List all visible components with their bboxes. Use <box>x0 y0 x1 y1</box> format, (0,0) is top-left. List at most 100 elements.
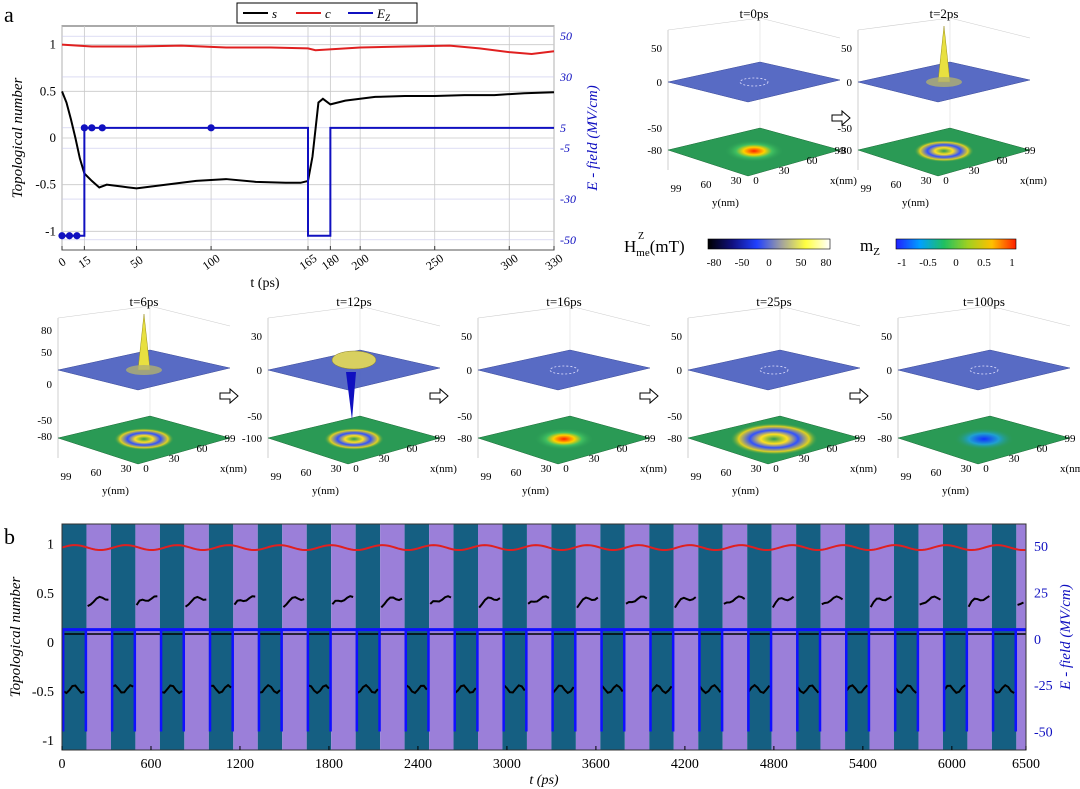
series-s-high-2 <box>184 595 207 608</box>
frame-h-peak <box>937 25 951 83</box>
band-21 <box>575 524 601 750</box>
band-3 <box>135 524 160 750</box>
frame-upper-plane <box>667 61 841 103</box>
band-37 <box>967 524 992 750</box>
frame-h-base <box>926 77 962 87</box>
series-s-low-4 <box>259 683 281 695</box>
frame-y-tick-2: 30 <box>921 175 933 187</box>
frame-y-tick-2: 30 <box>541 463 553 475</box>
b-x-tick-label-10: 6000 <box>938 757 966 772</box>
frame-y-tick-0: 99 <box>901 471 913 483</box>
b-x-tick-label-2: 1200 <box>226 757 254 772</box>
frame-z-tick-3: -80 <box>877 433 892 445</box>
x-tick-label-0: 0 <box>56 255 69 270</box>
x-tick-label-7: 250 <box>423 251 446 273</box>
series-s-high-14 <box>771 595 795 608</box>
y-tick-label-3: -0.5 <box>35 177 56 192</box>
frame-y-tick-2: 30 <box>331 463 343 475</box>
frame-y-tick-0: 99 <box>691 471 703 483</box>
panel-b-xlabel: t (ps) <box>529 773 559 788</box>
frame-z-tick-3: -80 <box>667 433 682 445</box>
colorbar-h-bar <box>707 238 831 250</box>
frame-z-tick-3: -100 <box>242 433 263 445</box>
frame-y-tick-2: 30 <box>961 463 973 475</box>
panel-a-plot: 0 15 50 100 165 180 200 250 300 330 1 0.5 0 -0.5 -1 5… <box>10 25 601 291</box>
frame-box-top <box>897 305 1071 327</box>
y-tick-label-4: -1 <box>45 223 56 238</box>
b-x-tick-label-3: 1800 <box>315 757 343 772</box>
frame-title: t=100ps <box>963 294 1005 309</box>
frame-x-tick-0: 0 <box>773 463 779 475</box>
y-tick-label-0: 1 <box>50 37 57 52</box>
colorbar-m-label: m <box>860 236 873 255</box>
frame-x-label: x(nm) <box>1020 175 1047 187</box>
b-x-tick-label-1: 600 <box>140 757 161 772</box>
frame-x-tick-0: 0 <box>353 463 359 475</box>
frame-title: t=12ps <box>336 294 372 309</box>
b-x-tick-label-11: 6500 <box>1012 757 1040 772</box>
frame-h-ring <box>549 365 579 375</box>
panel-b-y2-ticks: 50 25 0 -25 -50 <box>1034 540 1053 740</box>
series-s-high-15 <box>821 595 844 606</box>
marker-E_Z-3 <box>80 124 88 132</box>
frame-x-tick-0: 0 <box>983 463 989 475</box>
frame-z-tick-0: 50 <box>881 331 893 343</box>
frame-title: t=25ps <box>756 294 792 309</box>
band-10 <box>306 524 332 750</box>
panel-b-letter: b <box>4 524 15 549</box>
band-11 <box>331 524 356 750</box>
series-s-low-5 <box>307 684 330 695</box>
frame-row-0: 80 50 0 -50 -80 99 60 30 y(nm) 0 30 60 99 x(nm) t=6ps <box>37 294 247 497</box>
series-s-high-11 <box>625 595 648 605</box>
band-5 <box>184 524 209 750</box>
band-12 <box>355 524 381 750</box>
legend-s-label: s <box>272 6 277 21</box>
b-x-tick-label-5: 3000 <box>493 757 521 772</box>
cbh-tick-0: -80 <box>707 257 722 269</box>
series-s-high-10 <box>576 596 599 609</box>
series-s-high-4 <box>282 596 305 608</box>
frame-title: t=0ps <box>739 6 768 21</box>
frame-y-label: y(nm) <box>732 485 759 497</box>
panel-a: a 0 15 50 100 165 180 200 250 300 330 10.50-0.5-1… <box>4 2 1047 291</box>
arrow-r1 <box>429 387 449 405</box>
band-13 <box>380 524 405 750</box>
frame-z-tick-0: 80 <box>41 325 53 337</box>
series-s-low-16 <box>845 684 869 694</box>
svg-text:Hme(mT): Hme(mT) <box>624 237 685 259</box>
panel-a-letter: a <box>4 2 14 27</box>
legend-ez-label: E <box>376 6 385 21</box>
frame-mz-texture <box>730 423 818 455</box>
series-s-high-12 <box>674 596 697 609</box>
marker-E_Z-0 <box>58 232 66 240</box>
b-y-tick-label-2: 0 <box>47 636 54 651</box>
frame-y-label: y(nm) <box>312 485 339 497</box>
frame-x-tick-2: 60 <box>827 443 839 455</box>
frame-x-tick-1: 30 <box>969 165 981 177</box>
b-x-tick-label-7: 4200 <box>671 757 699 772</box>
series-s-high-5 <box>331 595 354 605</box>
b-y-tick-label-1: 0.5 <box>37 587 55 602</box>
frame-x-tick-0: 0 <box>943 175 949 187</box>
series-s-low-15 <box>796 684 820 695</box>
band-31 <box>820 524 846 750</box>
arrow-a0 <box>831 109 851 127</box>
panel-b-x-ticks: 0 600 1200 1800 2400 3000 3600 4200 4800 5400 6000… <box>59 746 1040 772</box>
y-tick-label-2: 0 <box>50 130 57 145</box>
frame-x-tick-2: 60 <box>807 155 819 167</box>
cbh-tick-3: 50 <box>796 257 808 269</box>
marker-E_Z-2 <box>73 232 81 240</box>
band-14 <box>404 524 430 750</box>
frame-y-tick-1: 60 <box>511 467 523 479</box>
frame-z-tick-2: -50 <box>247 411 262 423</box>
cbm-tick-0: -1 <box>897 257 906 269</box>
panel-a-legend: s c EZ <box>236 2 418 24</box>
frame-mz-texture <box>324 428 384 450</box>
frame-x-label: x(nm) <box>220 463 247 475</box>
series-s-low-6 <box>356 683 379 694</box>
frame-y-tick-0: 99 <box>481 471 493 483</box>
frame-y-tick-1: 60 <box>91 467 103 479</box>
band-9 <box>282 524 307 750</box>
frame-y-tick-1: 60 <box>301 467 313 479</box>
